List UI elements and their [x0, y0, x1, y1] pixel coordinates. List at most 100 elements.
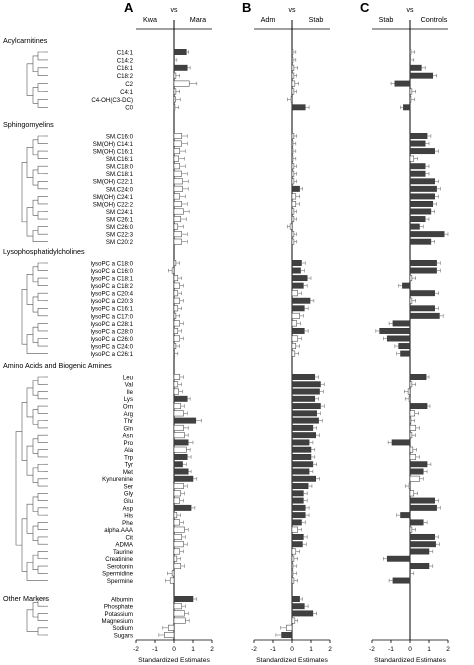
bar: [173, 388, 179, 395]
dendrogram: [21, 135, 48, 242]
bar: [408, 395, 411, 402]
bar: [291, 216, 295, 223]
row-label: lysoPC a C20:3: [91, 298, 134, 305]
bar: [173, 512, 178, 519]
bar: [291, 297, 311, 304]
group-title: Sphingomyelins: [3, 120, 54, 129]
bar: [409, 216, 426, 223]
row-label: Asp: [122, 505, 133, 512]
row-label: SM.C24:0: [106, 186, 134, 193]
bar: [291, 49, 294, 55]
row-label: alpha.AAA: [104, 527, 134, 534]
bar: [173, 504, 192, 511]
bar: [173, 563, 181, 569]
bar: [409, 260, 437, 266]
group-title: Acylcarnitines: [3, 36, 48, 45]
row-label: lysoPC a C18:2: [91, 283, 134, 290]
bar: [291, 155, 294, 162]
row-label: SM.C18:0: [106, 164, 134, 171]
bar: [409, 541, 436, 548]
bar: [173, 475, 194, 482]
row-label: Ile: [127, 389, 134, 396]
x-tick-label: -1: [388, 646, 394, 653]
bar: [173, 312, 177, 319]
bar: [398, 343, 411, 350]
bar: [291, 343, 297, 350]
bar: [409, 403, 428, 410]
dendrogram: [21, 262, 48, 354]
bar: [409, 446, 414, 453]
comparison-right: Stab: [309, 15, 324, 24]
bar: [173, 104, 176, 111]
bar: [286, 624, 293, 631]
row-label: SM C26:1: [106, 216, 134, 223]
row-label: lysoPC a C28:0: [91, 328, 134, 335]
row-label: Arg: [124, 411, 133, 418]
bar: [291, 350, 296, 357]
row-label: Phosphate: [104, 604, 134, 611]
comparison-left: Kwa: [143, 15, 157, 24]
bar: [291, 490, 304, 497]
bar: [173, 231, 182, 238]
bar: [409, 96, 412, 103]
bar: [173, 461, 183, 468]
bar: [291, 395, 316, 402]
bar: [173, 163, 180, 170]
bar: [291, 290, 298, 297]
x-axis-title: Standardized Estimates: [256, 657, 328, 664]
bar: [400, 350, 411, 357]
bar: [409, 238, 432, 245]
bar: [173, 395, 188, 402]
row-label: Glu: [124, 498, 133, 505]
row-label: lysoPC a C26:1: [91, 351, 134, 358]
bar: [291, 163, 295, 170]
row-label: C16:1: [117, 65, 134, 72]
bar: [291, 312, 300, 319]
bar: [409, 49, 412, 55]
bar: [409, 193, 435, 200]
row-label: Kynurenine: [102, 476, 133, 483]
bar: [173, 275, 179, 282]
bar: [409, 185, 437, 192]
row-label: Spermine: [107, 578, 134, 585]
row-label: C4:1: [120, 89, 133, 96]
bar: [291, 381, 321, 388]
bar: [409, 231, 445, 238]
bar: [379, 328, 411, 334]
bar: [173, 72, 177, 79]
row-label: Cit: [126, 534, 134, 541]
row-label: Sugars: [114, 632, 133, 639]
bar: [173, 548, 180, 555]
bar: [291, 403, 321, 410]
x-tick-label: 1: [309, 646, 313, 653]
bar: [291, 88, 295, 95]
bar: [409, 424, 416, 431]
x-tick-label: 1: [191, 646, 195, 653]
bar: [290, 96, 293, 103]
bar: [291, 504, 306, 511]
dendrogram: [26, 51, 48, 108]
row-label: Magnesium: [102, 618, 134, 625]
bar: [291, 446, 312, 453]
row-label: SM C26:0: [106, 224, 134, 231]
bar: [291, 439, 310, 446]
bar: [291, 260, 302, 266]
row-label: SM C22:3: [106, 232, 134, 239]
bar: [291, 275, 308, 282]
bar: [291, 328, 305, 334]
row-label: SM.C16:0: [106, 133, 134, 140]
row-label: SM.C18:1: [106, 171, 134, 178]
row-label: Serotonin: [107, 563, 133, 570]
comparison-right: Controls: [421, 15, 448, 24]
bar: [291, 483, 309, 490]
bar: [291, 468, 310, 475]
bar: [173, 260, 177, 266]
x-tick-label: 2: [328, 646, 332, 653]
row-label: lysoPC a C17:0: [91, 313, 134, 320]
bar: [291, 432, 316, 439]
bar: [291, 533, 304, 540]
bar: [409, 163, 426, 170]
bar: [173, 282, 180, 289]
bar: [173, 483, 184, 490]
